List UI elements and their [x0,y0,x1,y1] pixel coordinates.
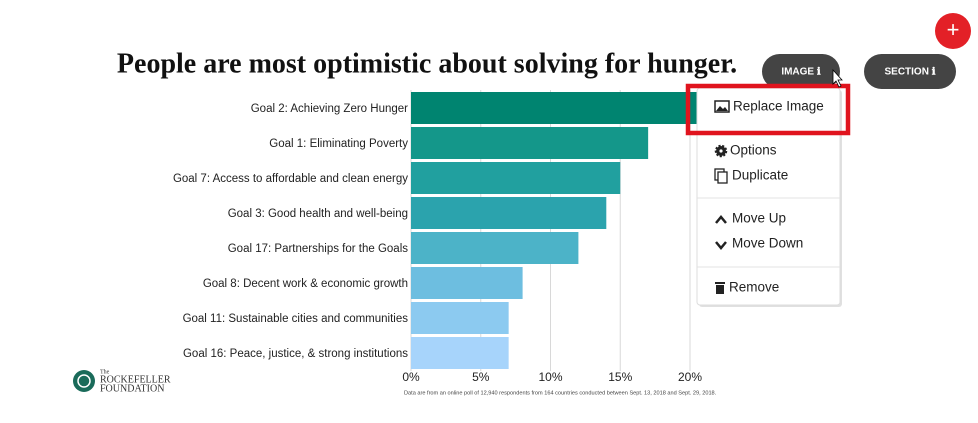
chart: 0% 5% 10% 15% 20% Goal 2: Achieving Zero Hung… [173,90,718,384]
bar [411,337,509,369]
trash-icon [716,285,724,294]
y-tick-label: Goal 1: Eliminating Poverty [269,138,408,150]
image-icon [714,100,730,113]
bar [411,162,621,194]
cursor [832,68,843,88]
bar [411,267,523,299]
chart-title: People are most optimistic about solving… [117,48,737,79]
bar [411,92,718,124]
y-tick-label: Goal 11: Sustainable cities and communit… [183,313,409,325]
context-menu: Replace Image Options Duplicate Move Up … [696,87,842,307]
copy-icon [717,171,728,184]
logo: The ROCKEFELLER FOUNDATION [73,369,171,394]
add-button-label[interactable]: + [947,17,960,42]
bar [411,127,649,159]
x-tick-label: 0% [402,370,420,384]
x-tick-label: 5% [472,370,490,384]
menu-item[interactable]: Remove [715,280,779,295]
menu-box [696,87,841,306]
footnote: Data are from an online poll of 12,940 r… [404,390,717,396]
menu-item[interactable]: Move Up [715,211,786,226]
menu-item[interactable]: Replace Image [714,99,824,114]
section-button-label[interactable]: SECTION ℹ [884,67,935,78]
logo-text: The [100,369,110,375]
y-tick-label: Goal 2: Achieving Zero Hunger [251,103,408,115]
logo-mark [73,370,95,392]
add-button[interactable]: + [935,13,971,49]
menu-item[interactable]: Options [714,143,777,158]
section-button[interactable]: SECTION ℹ [864,54,956,89]
logo-text: ROCKEFELLER [100,374,171,385]
down-icon [715,241,727,250]
menu-item-label[interactable]: Remove [729,280,779,295]
x-tick-label: 15% [608,370,632,384]
gear-icon-hole [719,149,723,153]
menu-item-label[interactable]: Move Down [732,236,803,251]
menu-item-label[interactable]: Duplicate [732,168,788,183]
x-tick-label: 10% [538,370,562,384]
bar [411,302,509,334]
menu-item-label[interactable]: Options [730,143,777,158]
menu-item-label[interactable]: Replace Image [733,99,824,114]
bar [411,232,579,264]
menu-item[interactable]: Move Down [715,236,803,251]
image-icon-detail [716,106,728,111]
image-button-bg[interactable] [762,54,840,89]
y-tick-label: Goal 16: Peace, justice, & strong instit… [183,348,408,360]
up-icon [715,215,727,224]
y-tick-label: Goal 7: Access to affordable and clean e… [173,173,408,185]
image-button-label[interactable]: IMAGE ℹ [781,67,821,78]
menu-item-label[interactable]: Move Up [732,211,786,226]
logo-text: FOUNDATION [100,383,164,394]
section-button-bg[interactable] [864,54,956,89]
x-tick-label: 20% [678,370,702,384]
y-tick-label: Goal 17: Partnerships for the Goals [228,243,409,255]
highlight-box [685,83,851,136]
bar [411,197,607,229]
image-button[interactable]: IMAGE ℹ [762,54,840,89]
menu-item[interactable]: Duplicate [714,168,788,184]
y-tick-label: Goal 8: Decent work & economic growth [203,278,408,290]
y-tick-label: Goal 3: Good health and well-being [228,208,408,220]
logo-mark-inner [77,374,91,388]
add-button-circle[interactable] [935,13,971,49]
trash-icon-lid [715,282,725,284]
